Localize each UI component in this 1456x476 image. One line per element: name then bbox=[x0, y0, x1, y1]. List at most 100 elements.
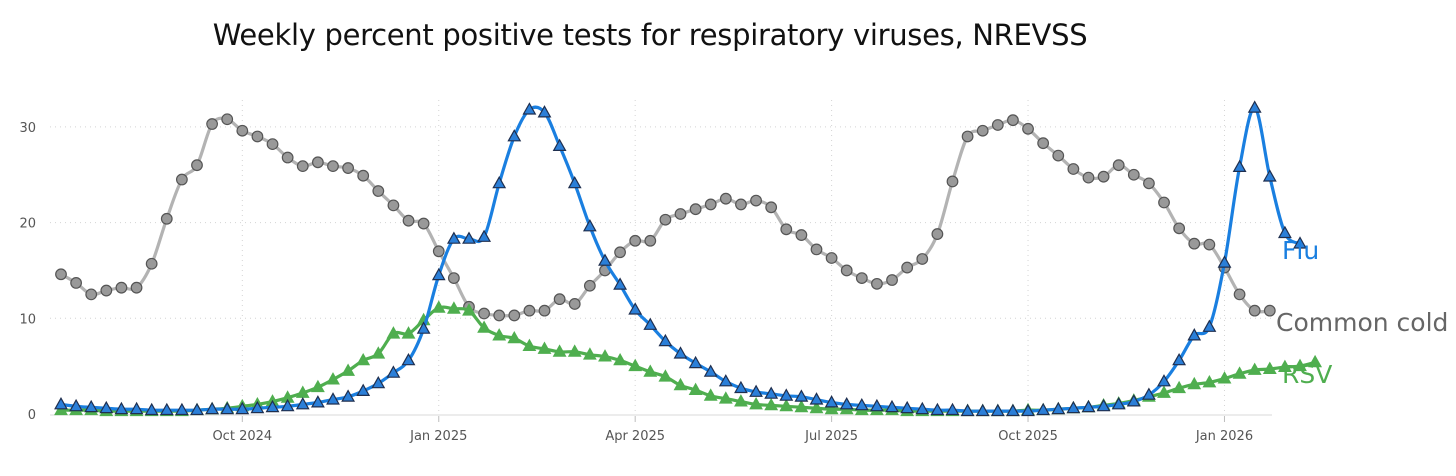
data-point bbox=[236, 124, 249, 137]
data-point bbox=[416, 321, 431, 334]
data-point bbox=[387, 199, 400, 212]
data-point bbox=[1262, 361, 1277, 374]
data-point bbox=[54, 396, 68, 410]
data-point bbox=[1021, 403, 1035, 417]
data-point bbox=[629, 234, 642, 247]
data-point bbox=[960, 403, 975, 417]
data-point bbox=[402, 214, 415, 227]
y-tick-label: 30 bbox=[19, 121, 36, 136]
data-point bbox=[115, 281, 128, 294]
data-point bbox=[1277, 359, 1292, 372]
chart-title: Weekly percent positive tests for respir… bbox=[212, 18, 1088, 52]
data-point bbox=[1232, 366, 1247, 379]
data-point bbox=[1157, 385, 1171, 398]
data-point bbox=[718, 374, 733, 387]
data-point bbox=[507, 129, 522, 142]
data-point bbox=[1067, 163, 1080, 175]
x-tick-label: Jul 2025 bbox=[804, 429, 858, 444]
data-point bbox=[1141, 387, 1156, 400]
y-tick-label: 10 bbox=[19, 312, 36, 327]
data-point bbox=[703, 388, 718, 401]
data-point bbox=[598, 349, 612, 362]
data-point bbox=[130, 281, 143, 294]
data-point bbox=[750, 194, 762, 207]
data-point bbox=[1247, 362, 1262, 375]
data-point bbox=[779, 398, 794, 412]
data-point bbox=[144, 402, 159, 416]
data-point bbox=[961, 130, 974, 143]
data-point bbox=[295, 396, 310, 410]
data-point bbox=[1005, 403, 1020, 417]
x-tick-label: Oct 2025 bbox=[998, 429, 1058, 444]
data-point bbox=[523, 304, 536, 317]
data-point bbox=[871, 277, 883, 290]
data-point bbox=[628, 358, 643, 372]
data-point bbox=[795, 229, 808, 241]
data-point bbox=[930, 402, 945, 416]
data-point bbox=[537, 341, 552, 354]
data-point bbox=[310, 395, 325, 408]
data-point bbox=[371, 346, 386, 359]
data-point bbox=[916, 253, 929, 265]
data-point bbox=[190, 402, 204, 416]
data-point bbox=[356, 352, 371, 366]
data-point bbox=[1158, 196, 1170, 209]
data-point bbox=[174, 402, 189, 416]
data-point bbox=[976, 124, 989, 137]
data-point bbox=[1112, 159, 1125, 172]
data-point bbox=[446, 301, 461, 314]
data-point bbox=[794, 399, 809, 413]
data-point bbox=[1036, 402, 1051, 416]
data-point bbox=[734, 380, 748, 394]
data-point bbox=[235, 401, 250, 415]
data-point bbox=[945, 402, 960, 416]
data-point bbox=[341, 389, 356, 402]
data-point bbox=[296, 160, 309, 173]
data-point bbox=[492, 175, 507, 189]
data-point bbox=[824, 395, 839, 408]
data-point bbox=[311, 156, 324, 169]
data-point bbox=[447, 272, 460, 285]
data-point bbox=[431, 267, 446, 281]
data-point bbox=[643, 364, 658, 377]
data-point bbox=[1217, 371, 1232, 384]
data-point bbox=[946, 175, 959, 188]
data-point bbox=[613, 277, 628, 290]
data-point bbox=[809, 400, 824, 414]
data-point bbox=[206, 118, 219, 130]
data-point bbox=[1203, 238, 1216, 251]
data-point bbox=[250, 400, 265, 414]
data-point bbox=[749, 396, 763, 410]
series-label-common-cold: Common cold bbox=[1276, 308, 1448, 337]
data-point bbox=[191, 159, 203, 172]
data-point bbox=[674, 208, 687, 220]
data-point bbox=[1051, 401, 1066, 415]
data-point bbox=[1022, 122, 1034, 135]
data-point bbox=[266, 138, 279, 151]
data-point bbox=[84, 399, 99, 413]
data-point bbox=[265, 399, 280, 413]
data-point bbox=[779, 388, 794, 401]
data-point bbox=[1081, 399, 1096, 413]
data-point bbox=[1202, 374, 1217, 388]
data-point bbox=[537, 105, 552, 118]
data-point bbox=[431, 300, 446, 313]
data-point bbox=[1187, 328, 1202, 341]
data-point bbox=[1308, 354, 1323, 368]
data-point bbox=[1066, 400, 1081, 414]
data-point bbox=[1097, 170, 1110, 183]
data-point bbox=[477, 229, 492, 242]
data-point bbox=[1202, 319, 1217, 332]
data-point bbox=[99, 400, 114, 414]
data-point bbox=[855, 272, 868, 285]
data-point bbox=[432, 245, 445, 258]
data-point bbox=[477, 320, 492, 333]
data-point bbox=[1173, 222, 1186, 235]
data-point bbox=[582, 218, 597, 232]
data-point bbox=[326, 372, 340, 385]
data-point bbox=[507, 330, 522, 344]
data-point bbox=[1187, 376, 1202, 390]
data-point bbox=[734, 394, 748, 407]
data-point bbox=[718, 391, 733, 404]
data-point bbox=[990, 403, 1005, 417]
